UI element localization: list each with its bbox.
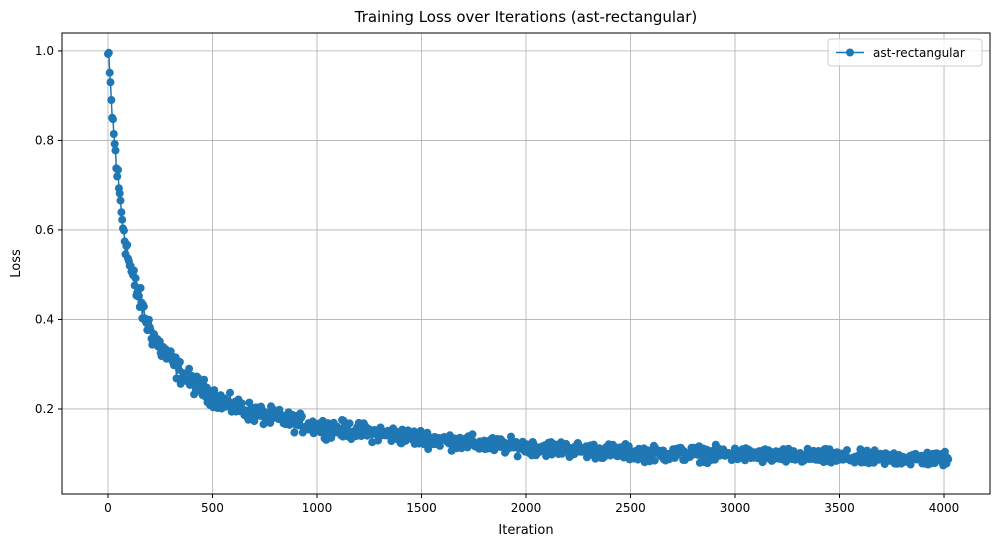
data-point	[106, 78, 115, 87]
data-point	[345, 419, 354, 428]
y-tick-label: 0.4	[35, 312, 54, 326]
data-point	[123, 240, 132, 249]
data-point	[237, 399, 246, 408]
data-point	[435, 441, 444, 450]
data-point	[144, 315, 153, 324]
data-point	[468, 430, 477, 439]
x-tick-label: 2000	[511, 501, 542, 515]
data-point	[113, 172, 122, 181]
data-point	[297, 412, 306, 421]
x-axis-label: Iteration	[498, 523, 553, 538]
x-tick-label: 2500	[615, 501, 646, 515]
data-point	[210, 386, 219, 395]
data-point	[105, 68, 114, 77]
data-point	[513, 452, 522, 461]
x-tick-label: 3000	[720, 501, 751, 515]
data-point	[650, 456, 659, 465]
y-tick-label: 0.8	[35, 133, 54, 147]
data-point	[944, 455, 953, 464]
data-point	[200, 375, 209, 384]
data-point	[117, 208, 126, 217]
y-tick-label: 0.6	[35, 223, 54, 237]
data-point	[456, 433, 464, 442]
data-point	[109, 130, 118, 138]
grid-layer	[62, 33, 990, 494]
y-tick-label: 0.2	[35, 402, 54, 416]
data-point	[136, 284, 145, 292]
data-point	[185, 364, 194, 373]
legend: ast-rectangular	[827, 38, 983, 67]
data-point	[134, 292, 143, 300]
legend-marker-swatch	[846, 48, 854, 57]
legend-box	[827, 38, 983, 67]
data-point	[107, 96, 116, 104]
data-point	[110, 139, 119, 148]
data-point	[131, 274, 140, 283]
x-tick-label: 500	[201, 501, 224, 515]
data-point	[843, 446, 851, 455]
data-point	[116, 196, 125, 205]
data-point	[111, 146, 120, 155]
x-tick-label: 3500	[824, 501, 855, 515]
data-point	[139, 302, 148, 311]
x-tick-label: 1000	[302, 501, 333, 515]
x-tick-label: 1500	[406, 501, 437, 515]
y-axis-label: Loss	[9, 249, 24, 278]
y-tick-label: 1.0	[35, 44, 54, 58]
legend-label: ast-rectangular	[873, 46, 965, 60]
data-point	[115, 189, 124, 198]
data-point	[114, 165, 122, 174]
x-tick-label: 4000	[929, 501, 960, 515]
tick-layer: 0 500 1000 1500 2000 2500 3000 3500 4000 0.2 0.4 0.…	[35, 44, 959, 515]
data-point	[118, 215, 127, 224]
data-point	[129, 266, 138, 275]
data-point	[109, 115, 117, 124]
data-point	[226, 388, 234, 397]
data-point	[490, 446, 499, 455]
series-layer	[104, 48, 953, 470]
x-tick-label: 0	[104, 501, 112, 515]
data-point	[119, 226, 128, 235]
data-point	[906, 460, 915, 469]
data-point	[275, 405, 284, 414]
data-point	[290, 428, 299, 437]
chart-title: Training Loss over Iterations (ast-recta…	[354, 8, 698, 26]
data-point	[940, 447, 949, 456]
data-point	[104, 48, 113, 57]
data-point	[175, 357, 184, 366]
